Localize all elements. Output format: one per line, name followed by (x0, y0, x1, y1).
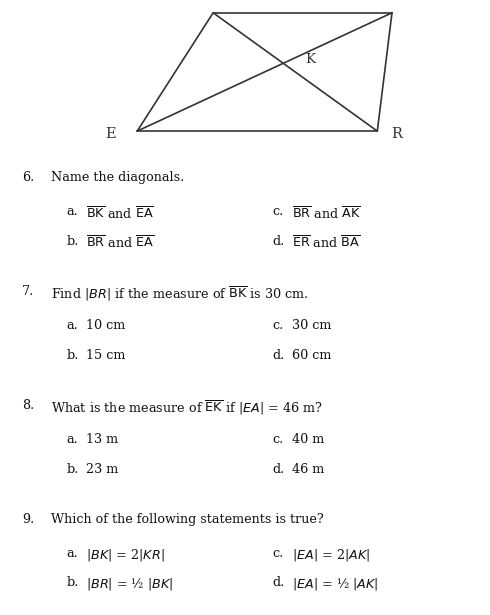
Text: 10 cm: 10 cm (86, 319, 125, 332)
Text: d.: d. (272, 235, 284, 248)
Text: $|EA|$ = ½ $|AK|$: $|EA|$ = ½ $|AK|$ (292, 576, 378, 592)
Text: $\overline{\rm BK}$ and $\overline{\rm EA}$: $\overline{\rm BK}$ and $\overline{\rm E… (86, 205, 154, 221)
Text: $\overline{\rm BR}$ and $\overline{\rm AK}$: $\overline{\rm BR}$ and $\overline{\rm A… (292, 205, 361, 221)
Text: 30 cm: 30 cm (292, 319, 331, 332)
Text: Which of the following statements is true?: Which of the following statements is tru… (51, 512, 324, 526)
Text: Name the diagonals.: Name the diagonals. (51, 171, 185, 184)
Text: 7.: 7. (22, 285, 34, 298)
Text: d.: d. (272, 349, 284, 362)
Text: $\overline{\rm ER}$ and $\overline{\rm BA}$: $\overline{\rm ER}$ and $\overline{\rm B… (292, 235, 360, 251)
Text: $|BK|$ = 2$|KR|$: $|BK|$ = 2$|KR|$ (86, 547, 165, 563)
Text: K: K (305, 52, 315, 66)
Text: b.: b. (66, 576, 78, 589)
Text: c.: c. (272, 205, 283, 218)
Text: d.: d. (272, 576, 284, 589)
Text: c.: c. (272, 547, 283, 560)
Text: b.: b. (66, 235, 78, 248)
Text: b.: b. (66, 462, 78, 475)
Text: a.: a. (66, 319, 78, 332)
Text: A: A (396, 0, 407, 2)
Text: $\overline{\rm BR}$ and $\overline{\rm EA}$: $\overline{\rm BR}$ and $\overline{\rm E… (86, 235, 154, 251)
Text: a.: a. (66, 433, 78, 446)
Text: $|EA|$ = 2$|AK|$: $|EA|$ = 2$|AK|$ (292, 547, 370, 563)
Text: 23 m: 23 m (86, 462, 118, 475)
Text: Find $|BR|$ if the measure of $\overline{\rm BK}$ is 30 cm.: Find $|BR|$ if the measure of $\overline… (51, 285, 309, 303)
Text: 9.: 9. (22, 512, 34, 526)
Text: B: B (200, 0, 211, 2)
Text: R: R (392, 127, 402, 141)
Text: E: E (105, 127, 116, 141)
Text: 13 m: 13 m (86, 433, 118, 446)
Text: 15 cm: 15 cm (86, 349, 125, 362)
Text: d.: d. (272, 462, 284, 475)
Text: 40 m: 40 m (292, 433, 324, 446)
Text: What is the measure of $\overline{\rm EK}$ if $|EA|$ = 46 m?: What is the measure of $\overline{\rm EK… (51, 399, 323, 417)
Text: c.: c. (272, 319, 283, 332)
Text: 60 cm: 60 cm (292, 349, 331, 362)
Text: $|BR|$ = ½ $|BK|$: $|BR|$ = ½ $|BK|$ (86, 576, 173, 592)
Text: a.: a. (66, 547, 78, 560)
Text: b.: b. (66, 349, 78, 362)
Text: a.: a. (66, 205, 78, 218)
Text: 6.: 6. (22, 171, 34, 184)
Text: 46 m: 46 m (292, 462, 324, 475)
Text: c.: c. (272, 433, 283, 446)
Text: 8.: 8. (22, 399, 34, 412)
